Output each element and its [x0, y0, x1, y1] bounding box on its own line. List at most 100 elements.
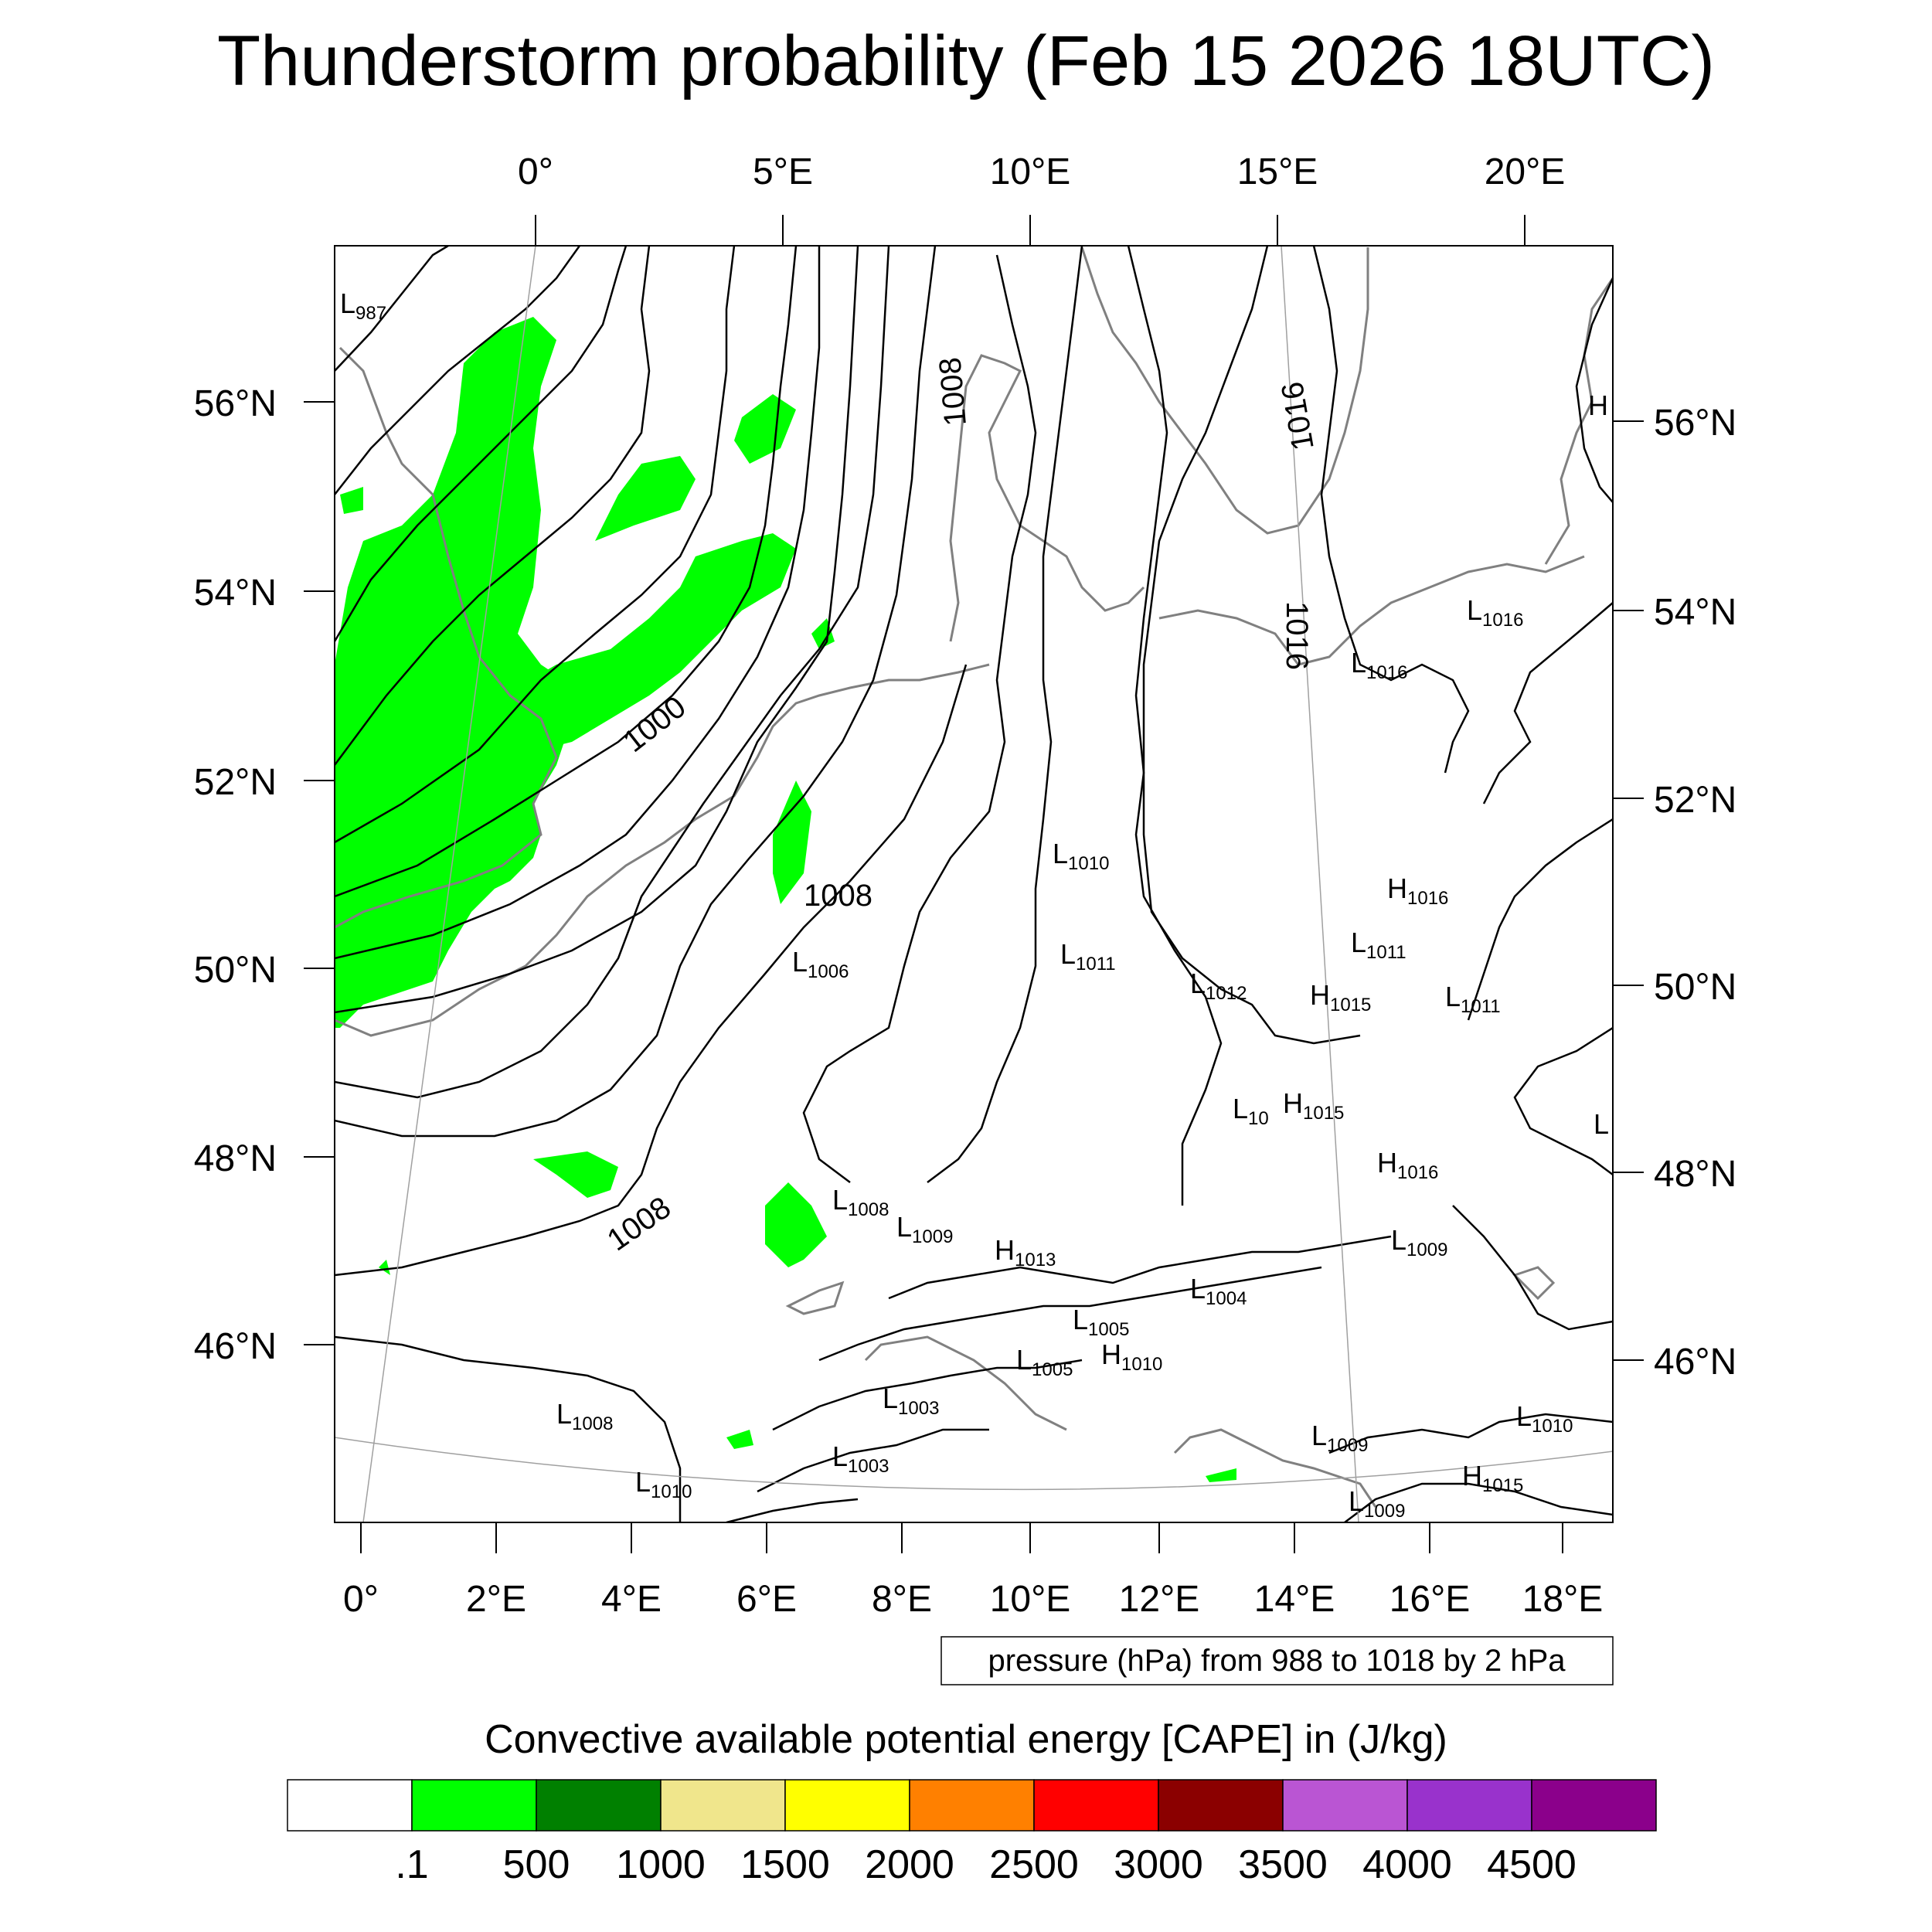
isobar-east-4	[1467, 818, 1613, 1021]
left-lat-label: 46°N	[194, 1326, 277, 1367]
coastline-lake-2	[1512, 1266, 1556, 1301]
right-lat-label: 50°N	[1654, 967, 1736, 1008]
colorbar-tick-labels: .1 500 1000 1500 2000 2500 3000 3500 400…	[395, 1842, 1577, 1887]
coastlines	[335, 247, 1613, 1508]
cape-area-5	[340, 487, 363, 514]
pressure-center: L1009	[1311, 1420, 1368, 1456]
right-lat-label: 54°N	[1654, 592, 1736, 633]
colorbar-swatch	[1282, 1779, 1408, 1832]
pressure-center: H	[1588, 389, 1608, 421]
pressure-center: L1009	[896, 1211, 953, 1247]
top-lon-label: 0°	[518, 151, 553, 192]
bottom-lon-label: 14°E	[1254, 1579, 1335, 1620]
pressure-center: H1015	[1462, 1460, 1523, 1496]
colorbar-tick-label: 4000	[1362, 1842, 1452, 1887]
parallel-45n	[335, 1437, 1613, 1491]
bottom-lon-label: 12°E	[1119, 1579, 1200, 1620]
pressure-center: L1008	[556, 1398, 613, 1434]
pressure-center: L1009	[1391, 1224, 1447, 1260]
colorbar-swatch	[536, 1779, 662, 1832]
pressure-center: H1013	[995, 1234, 1056, 1270]
figure-title: Thunderstorm probability (Feb 15 2026 18…	[217, 22, 1715, 100]
coastline-britain	[335, 346, 558, 929]
coastline-adriatic	[1173, 1428, 1377, 1508]
pressure-center: L1016	[1351, 647, 1407, 683]
colorbar-tick-label: 2500	[989, 1842, 1079, 1887]
bottom-lon-label: 8°E	[872, 1579, 932, 1620]
isobar-1010	[927, 246, 1083, 1183]
colorbar-swatch	[411, 1779, 537, 1832]
coastline-denmark	[949, 354, 1145, 642]
colorbar-tick-label: 3000	[1114, 1842, 1203, 1887]
bottom-lon-label: 0°	[343, 1579, 379, 1620]
pressure-center: L1003	[832, 1440, 889, 1477]
coastline-ligurian	[864, 1335, 1067, 1431]
contour-info-text: pressure (hPa) from 988 to 1018 by 2 hPa	[988, 1644, 1566, 1678]
cape-area-west	[335, 317, 572, 1028]
top-lon-label: 15°E	[1237, 151, 1318, 192]
isobar-1004	[335, 246, 890, 1099]
pressure-center: L1008	[832, 1184, 889, 1220]
top-lon-label: 10°E	[990, 151, 1071, 192]
pressure-center: L	[1594, 1108, 1609, 1140]
colorbar-tick-label: .1	[395, 1842, 428, 1887]
cape-shading	[335, 317, 1236, 1482]
top-lon-label: 5°E	[753, 151, 813, 192]
map-frame	[334, 245, 1614, 1523]
isobar-988	[335, 246, 449, 372]
pressure-center: L1011	[1351, 927, 1406, 963]
isobar-998	[335, 246, 798, 898]
isobar-994	[335, 246, 651, 766]
top-lon-label: 20°E	[1485, 151, 1566, 192]
isobar-1008-east	[802, 254, 1037, 1183]
isobar-1008-west	[335, 664, 968, 1277]
contour-info-box: pressure (hPa) from 988 to 1018 by 2 hPa	[940, 1636, 1614, 1685]
colorbar-swatch	[1033, 1779, 1159, 1832]
coastline-lake-1	[785, 1281, 845, 1315]
meridian-0	[362, 246, 536, 1522]
isobar-east-trough	[1575, 277, 1613, 503]
cape-area-7	[726, 1430, 753, 1449]
right-latitude-labels: 56°N 54°N 52°N 50°N 48°N 46°N	[1654, 403, 1736, 1383]
coastline-baltic	[1158, 555, 1585, 666]
isobar-1012	[1127, 246, 1223, 1206]
isobars	[335, 246, 1613, 1522]
cape-area-3	[533, 1151, 618, 1198]
isobar-east-1	[1482, 602, 1613, 804]
meridian-15e	[1281, 246, 1359, 1522]
colorbar-tick-label: 3500	[1238, 1842, 1328, 1887]
left-lat-label: 50°N	[194, 950, 277, 991]
isobar-alps-1	[888, 1235, 1392, 1300]
colorbar-swatch	[784, 1779, 910, 1832]
pressure-center: H1016	[1387, 872, 1448, 909]
isobar-label: 1008	[933, 356, 973, 427]
colorbar-swatch	[1406, 1779, 1532, 1832]
right-lat-label: 56°N	[1654, 403, 1736, 444]
colorbar-tick-label: 1500	[740, 1842, 830, 1887]
axis-ticks	[304, 215, 1644, 1553]
top-longitude-labels: 0° 5°E 10°E 15°E 20°E	[518, 151, 1565, 192]
pressure-center: L10	[1233, 1093, 1269, 1129]
isobar-label: 1016	[1280, 601, 1314, 670]
colorbar-tick-label: 500	[503, 1842, 570, 1887]
isobar-po-1	[757, 1428, 989, 1493]
isobar-alps-3	[772, 1359, 1083, 1431]
isobar-po-2	[726, 1498, 859, 1522]
right-lat-label: 48°N	[1654, 1154, 1736, 1195]
coastline-france-benelux	[335, 663, 990, 1037]
isobar-1016	[1312, 246, 1470, 774]
pressure-centers: L987 H L1016 L1016 L1010 H1016 L1011 L10…	[340, 287, 1609, 1522]
colorbar-tick-label: 2000	[865, 1842, 954, 1887]
colorbar-swatch	[660, 1779, 786, 1832]
cape-area-central	[502, 533, 796, 750]
pressure-center: L1016	[1467, 594, 1523, 631]
coastline-sweden	[1080, 247, 1369, 535]
cape-area-1	[734, 394, 796, 464]
pressure-center: L1004	[1190, 1273, 1247, 1309]
isobar-se-2	[1328, 1413, 1613, 1454]
pressure-center: H1015	[1310, 979, 1371, 1015]
pressure-center: L1005	[1016, 1344, 1073, 1380]
isobar-1014	[1142, 246, 1361, 1045]
isobar-east-2	[1513, 1026, 1613, 1176]
